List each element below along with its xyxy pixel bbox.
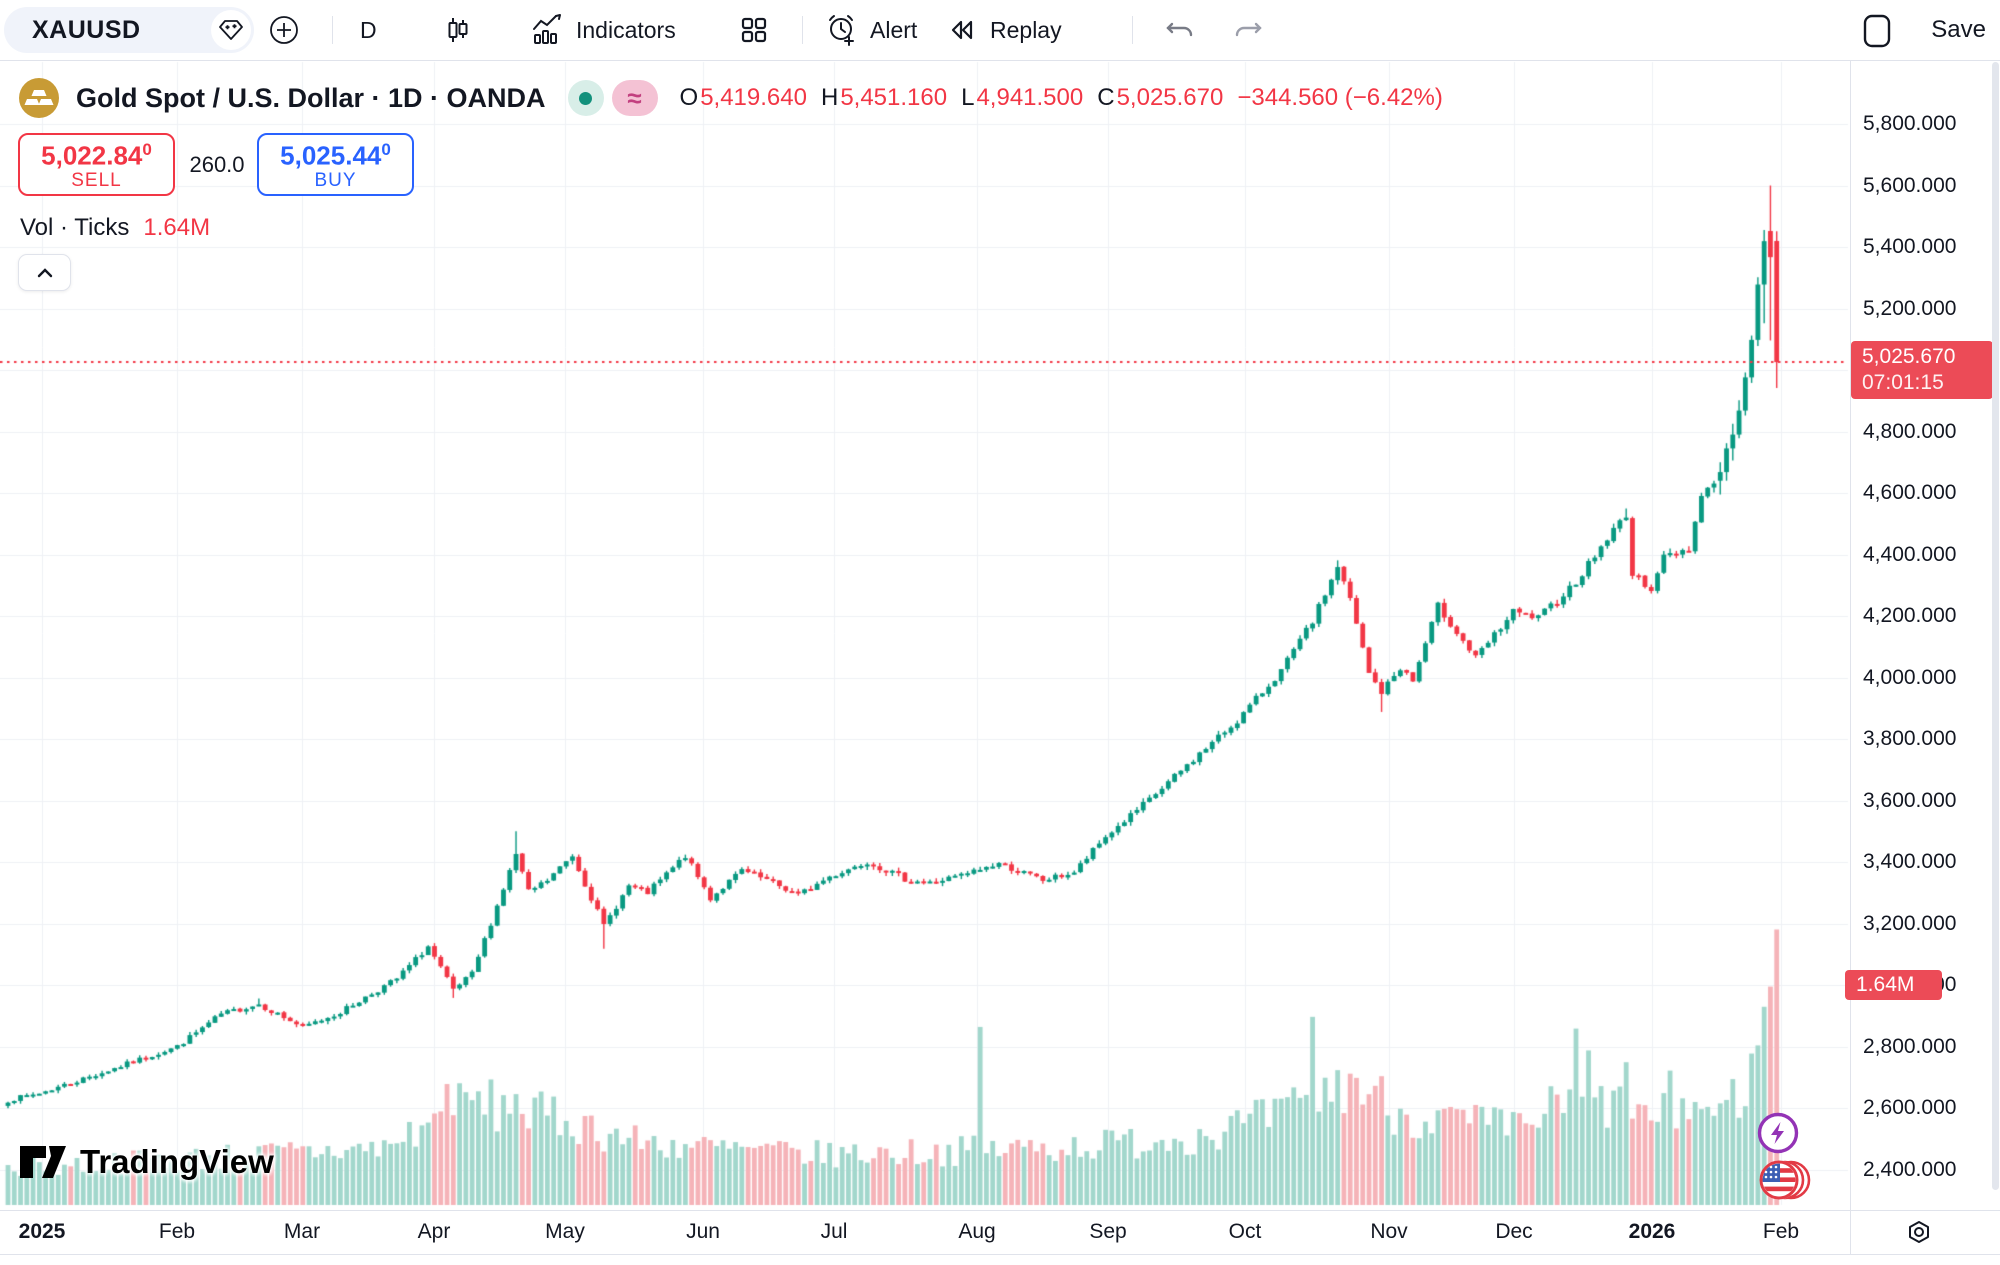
tradingview-logo-text: TradingView [80,1143,274,1180]
replay-label: Replay [990,16,1062,43]
buy-price: 5,025.44 [280,140,382,171]
tradingview-logo[interactable]: TradingView [18,1140,274,1184]
price-tick-label: 4,400.000 [1863,542,1957,566]
close-value: 5,025.670 [1116,84,1224,111]
volume-study-row[interactable]: Vol · Ticks 1.64M [20,214,210,242]
interval-label: D [360,16,377,43]
interval-button[interactable]: D [360,0,377,60]
price-tick-label: 3,600.000 [1863,788,1957,812]
time-axis-border [0,1210,2000,1211]
time-tick-label: Sep [1089,1220,1127,1243]
economic-events-flag-icon[interactable] [1753,1157,1815,1203]
gem-icon [211,10,251,50]
time-tick-label: Jun [686,1220,720,1243]
price-axis-border [1850,61,1851,1254]
save-label: Save [1931,16,1986,43]
price-tick-label: 4,600.000 [1863,481,1957,504]
price-tick-label: 4,200.000 [1863,604,1957,627]
price-tick-label: 5,600.000 [1863,173,1957,197]
chevron-up-icon [37,267,52,277]
spread-value: 260.0 [189,151,245,177]
price-tick-label: 4,000.000 [1863,665,1957,689]
price-tick-label: 5,400.000 [1863,235,1957,258]
chart-legend: Gold Spot / U.S. Dollar · 1D · OANDA ≈ O… [18,76,1443,120]
save-button[interactable]: Save [1931,0,1986,60]
time-tick-label: 2026 [1628,1220,1676,1243]
toolbar-separator [332,16,333,44]
ohlc-values: O5,419.640 H5,451.160 L4,941.500 C5,025.… [679,84,1224,111]
compare-add-button[interactable] [266,0,302,60]
price-tick-label: 2,800.000 [1863,1034,1957,1058]
replay-button[interactable]: Replay [944,0,1062,60]
high-value: 5,451.160 [840,84,948,111]
time-tick-label: Mar [283,1220,321,1243]
indicators-icon [533,14,561,44]
layout-panel-icon[interactable] [1862,14,1892,53]
symbol-search-button[interactable]: XAUUSD [4,7,254,53]
time-tick-label: Nov [1370,1220,1408,1243]
indicators-button[interactable]: Indicators [528,0,676,60]
tradingview-mark-icon [20,1146,66,1178]
open-value: 5,419.640 [700,84,807,111]
buy-button[interactable]: 5,025.440 BUY [257,133,414,196]
approx-data-icon[interactable]: ≈ [611,80,658,116]
volume-badge-value: 1.64M [1856,973,1915,996]
time-tick-label: Feb [1762,1220,1800,1243]
alert-clock-icon [829,15,854,46]
sell-button[interactable]: 5,022.840 SELL [18,133,175,196]
redo-button[interactable] [1228,0,1268,60]
time-axis[interactable]: 2025 Feb Mar Apr May Jun Jul Aug Sep Oct Nov Dec 202… [0,1211,2000,1254]
undo-button[interactable] [1160,0,1200,60]
alert-button[interactable]: Alert [822,0,917,60]
last-price-badge: 5,025.670 07:01:15 [1851,341,1993,400]
symbol-title[interactable]: Gold Spot / U.S. Dollar · 1D · OANDA [76,82,546,113]
collapse-legend-button[interactable] [18,254,71,291]
change-value: −344.560 (−6.42%) [1237,84,1443,111]
toolbar-separator [802,16,803,44]
bar-countdown: 07:01:15 [1862,371,1944,395]
price-tick-label: 3,200.000 [1863,911,1957,935]
templates-grid-icon[interactable] [736,0,772,60]
price-axis[interactable]: 5,800.0005,600.0005,400.0005,200.0005,00… [1851,61,2000,1210]
price-tick-label: 2,400.000 [1863,1157,1957,1181]
market-status-icon[interactable] [567,80,604,116]
price-tick-label: 4,800.000 [1863,419,1957,443]
instant-order-lightning-icon[interactable] [1757,1112,1799,1154]
indicators-label: Indicators [576,16,676,43]
price-tick-label: 5,200.000 [1863,296,1957,320]
last-price-value: 5,025.670 [1862,345,1956,369]
time-tick-label: Apr [417,1220,451,1243]
price-tick-label: 5,800.000 [1863,112,1957,135]
alert-label: Alert [870,16,918,43]
time-tick-label: Feb [158,1220,196,1243]
volume-study-value: 1.64M [143,214,211,241]
scrollbar[interactable] [1992,62,1999,1190]
time-tick-label: May [545,1220,585,1243]
time-tick-label: Aug [958,1220,996,1243]
time-tick-label: Dec [1495,1220,1533,1243]
volume-axis-badge: 1.64M [1845,970,1942,1000]
bottom-border [0,1254,2000,1255]
replay-rewind-icon [951,20,973,40]
time-tick-label: 2025 [18,1220,66,1243]
time-axis-settings-icon[interactable] [1903,1216,1935,1253]
volume-study-label: Vol · Ticks [20,214,130,241]
chart-style-icon[interactable] [440,0,476,60]
gold-coin-icon [19,78,59,118]
price-tick-label: 3,400.000 [1863,850,1957,873]
sell-label: SELL [71,170,122,192]
sell-price: 5,022.84 [41,140,143,171]
price-tick-label: 3,800.000 [1863,727,1957,750]
time-tick-label: Jul [820,1220,848,1243]
buy-label: BUY [314,170,357,192]
low-value: 4,941.500 [976,84,1084,111]
toolbar-separator [1132,16,1133,44]
top-toolbar: XAUUSD D [0,0,2000,61]
symbol-name: XAUUSD [32,15,141,44]
time-tick-label: Oct [1228,1220,1262,1243]
price-tick-label: 2,600.000 [1863,1096,1957,1119]
